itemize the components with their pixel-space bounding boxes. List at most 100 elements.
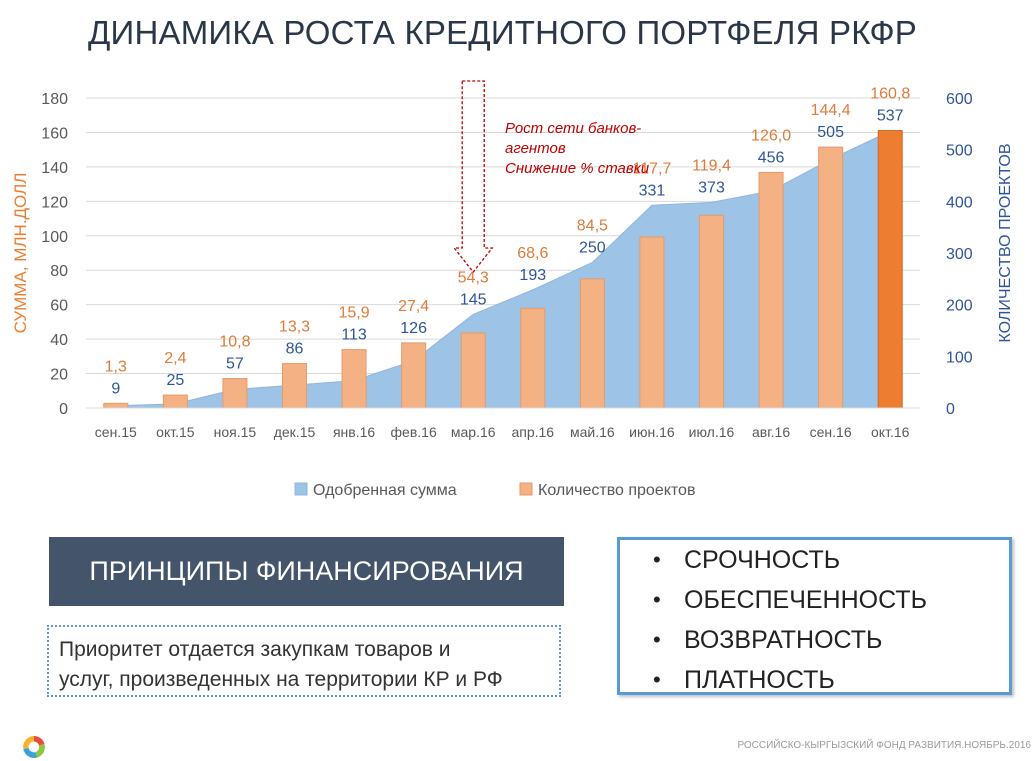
principle-item: • ВОЗВРАТНОСТЬ xyxy=(620,620,1009,660)
principle-label: СРОЧНОСТЬ xyxy=(684,546,841,574)
count-data-label: 9 xyxy=(111,380,120,397)
x-tick-label: авг.16 xyxy=(752,424,790,440)
x-tick-label: окт.15 xyxy=(156,424,195,440)
project-count-bar xyxy=(699,214,724,409)
y2-tick-label: 400 xyxy=(946,194,973,211)
axes: 0 20 40 60 80 100 120 140 160 180 0 100 200 300 400 500… xyxy=(11,91,1014,440)
sum-data-label: 126,0 xyxy=(751,127,791,144)
y2-tick-label: 0 xyxy=(946,401,955,418)
y-tick-label: 60 xyxy=(50,298,68,315)
sum-data-label: 10,8 xyxy=(219,334,250,351)
priority-line-2: услуг, произведенных на территории КР и … xyxy=(59,668,503,691)
down-arrow-icon xyxy=(452,80,494,274)
x-tick-label: апр.16 xyxy=(511,424,554,440)
annotation-text: агентов xyxy=(505,140,566,157)
y2-tick-label: 500 xyxy=(946,143,973,160)
y-tick-label: 120 xyxy=(41,194,68,211)
bullet-icon: • xyxy=(653,627,661,652)
count-data-label: 250 xyxy=(579,239,606,256)
x-tick-label: ноя.15 xyxy=(214,424,257,440)
sum-data-label: 54,3 xyxy=(458,269,489,286)
count-data-label: 505 xyxy=(817,124,844,141)
y-tick-label: 40 xyxy=(50,332,68,349)
count-data-label: 145 xyxy=(460,291,487,308)
priority-note: Приоритет отдается закупкам товаров и ус… xyxy=(47,625,561,697)
count-data-label: 373 xyxy=(698,179,725,196)
x-tick-label: фев.16 xyxy=(391,424,437,440)
y2-tick-label: 100 xyxy=(946,349,973,366)
sum-data-label: 144,4 xyxy=(811,102,851,119)
count-data-label: 193 xyxy=(519,267,546,284)
x-tick-label: дек.15 xyxy=(274,424,316,440)
annotation-text: Снижение % ставки xyxy=(505,160,650,177)
count-data-label: 456 xyxy=(758,149,785,166)
bullet-icon: • xyxy=(653,547,661,572)
y-tick-label: 180 xyxy=(41,91,68,108)
project-count-bar xyxy=(282,363,307,409)
sum-data-label: 15,9 xyxy=(339,305,370,322)
project-count-bar xyxy=(222,378,248,409)
sum-data-label: 2,4 xyxy=(164,350,186,367)
legend-label: Количество проектов xyxy=(538,482,695,499)
principle-item: • ОБЕСПЕЧЕННОСТЬ xyxy=(620,580,1009,620)
principle-item: • ПЛАТНОСТЬ xyxy=(620,660,1009,700)
y-axis-title: СУММА, МЛН.ДОЛЛ xyxy=(11,173,30,334)
principles-heading: ПРИНЦИПЫ ФИНАНСИРОВАНИЯ xyxy=(49,537,564,606)
sum-data-label: 84,5 xyxy=(577,217,608,234)
bullet-icon: • xyxy=(653,667,661,692)
project-count-bar xyxy=(460,332,486,409)
x-tick-label: янв.16 xyxy=(333,424,375,440)
count-data-label: 25 xyxy=(166,372,184,389)
count-data-label: 126 xyxy=(400,320,427,337)
bullet-icon: • xyxy=(653,587,661,612)
project-count-bars xyxy=(103,130,903,409)
x-tick-label: мар.16 xyxy=(451,424,496,440)
project-count-bar xyxy=(877,130,903,409)
y-tick-label: 20 xyxy=(50,367,68,384)
x-tick-label: сен.15 xyxy=(95,424,137,440)
x-tick-label: июл.16 xyxy=(689,424,735,440)
y2-tick-label: 200 xyxy=(946,298,973,315)
portfolio-chart: 9 1,3 25 2,4 57 10,8 86 13,3 113 15,9 126 27,4 145 54… xyxy=(11,80,1014,499)
count-data-label: 113 xyxy=(341,327,367,344)
approved-sum-area xyxy=(115,130,891,409)
x-tick-label: июн.16 xyxy=(629,424,675,440)
annotation: Рост сети банков-агентов Снижение % ставк… xyxy=(452,80,650,274)
x-tick-label: май.16 xyxy=(570,424,615,440)
principle-label: ОБЕСПЕЧЕННОСТЬ xyxy=(684,586,928,614)
footer-text: РОССИЙСКО-КЫРГЫЗСКИЙ ФОНД РАЗВИТИЯ.НОЯБР… xyxy=(737,740,1031,751)
page-title: ДИНАМИКА РОСТА КРЕДИТНОГО ПОРТФЕЛЯ РКФР xyxy=(88,14,918,51)
y-tick-label: 140 xyxy=(41,160,68,177)
legend-swatch xyxy=(294,482,308,496)
y-tick-label: 100 xyxy=(41,229,68,246)
project-count-bar xyxy=(162,394,188,409)
count-data-label: 537 xyxy=(877,108,904,125)
project-count-bar xyxy=(401,342,427,409)
count-data-label: 86 xyxy=(286,341,304,358)
legend-label: Одобренная сумма xyxy=(313,482,457,499)
y2-tick-label: 300 xyxy=(946,246,973,263)
y-tick-label: 0 xyxy=(59,401,68,418)
sum-data-label: 1,3 xyxy=(105,358,127,375)
principles-list: • СРОЧНОСТЬ • ОБЕСПЕЧЕННОСТЬ • ВОЗВРАТНОСТЬ… xyxy=(617,537,1012,695)
sum-data-label: 160,8 xyxy=(870,86,910,103)
count-data-label: 331 xyxy=(639,182,666,199)
principle-item: • СРОЧНОСТЬ xyxy=(620,540,1009,580)
data-labels: 9 1,3 25 2,4 57 10,8 86 13,3 113 15,9 126 27,4 145 54… xyxy=(105,86,911,398)
sum-data-label: 117,7 xyxy=(632,160,671,177)
project-count-bar xyxy=(579,278,605,409)
legend-swatch xyxy=(519,482,533,496)
fund-logo-icon xyxy=(23,736,45,758)
y2-tick-label: 600 xyxy=(946,91,973,108)
y-tick-label: 160 xyxy=(41,125,68,142)
x-tick-label: сен.16 xyxy=(810,424,852,440)
x-tick-label: окт.16 xyxy=(871,424,910,440)
project-count-bar xyxy=(758,171,784,409)
project-count-bar xyxy=(341,349,367,409)
y-tick-label: 80 xyxy=(50,263,68,280)
count-data-label: 57 xyxy=(226,356,244,373)
priority-line-1: Приоритет отдается закупкам товаров и xyxy=(59,638,451,661)
sum-data-label: 119,4 xyxy=(692,157,731,174)
principle-label: ПЛАТНОСТЬ xyxy=(684,666,835,694)
y2-axis-title: КОЛИЧЕСТВО ПРОЕКТОВ xyxy=(997,144,1014,343)
